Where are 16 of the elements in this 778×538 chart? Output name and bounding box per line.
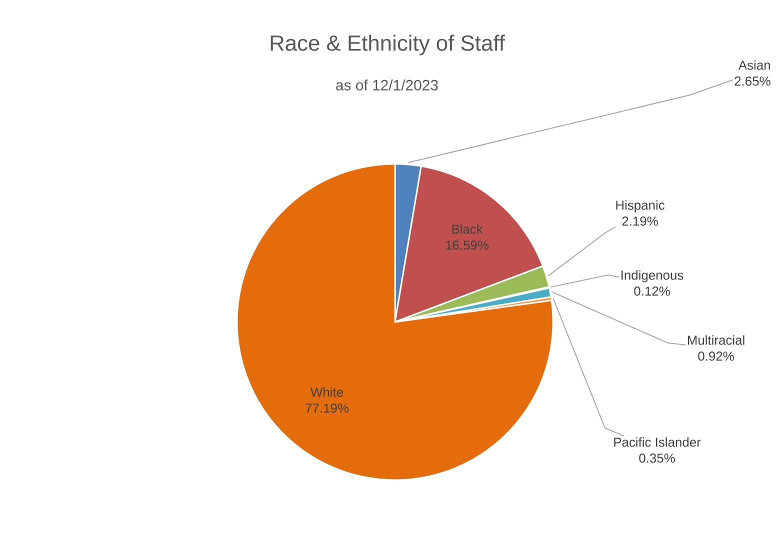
chart-title: Race & Ethnicity of Staff	[270, 34, 506, 56]
data-label: 2.65%	[734, 76, 770, 86]
slice-label: Pacific Islander	[614, 437, 701, 447]
slice-label: White	[310, 387, 343, 397]
data-label: 0.12%	[634, 286, 670, 296]
slice-label: Hispanic	[616, 200, 664, 212]
slice-label: Indigenous	[622, 270, 684, 282]
text: as of 12/1/2023	[336, 80, 438, 90]
data-label: 0.35%	[639, 454, 675, 463]
data-label: 77.19%	[306, 404, 349, 413]
data-label: 0.92%	[698, 352, 734, 361]
slice-label: Multiracial	[688, 335, 744, 345]
slice-label: Asian	[738, 60, 770, 70]
slice-label: Black	[452, 224, 483, 234]
data-label: 2.19%	[622, 216, 658, 226]
data-label: 16.59%	[446, 240, 489, 250]
